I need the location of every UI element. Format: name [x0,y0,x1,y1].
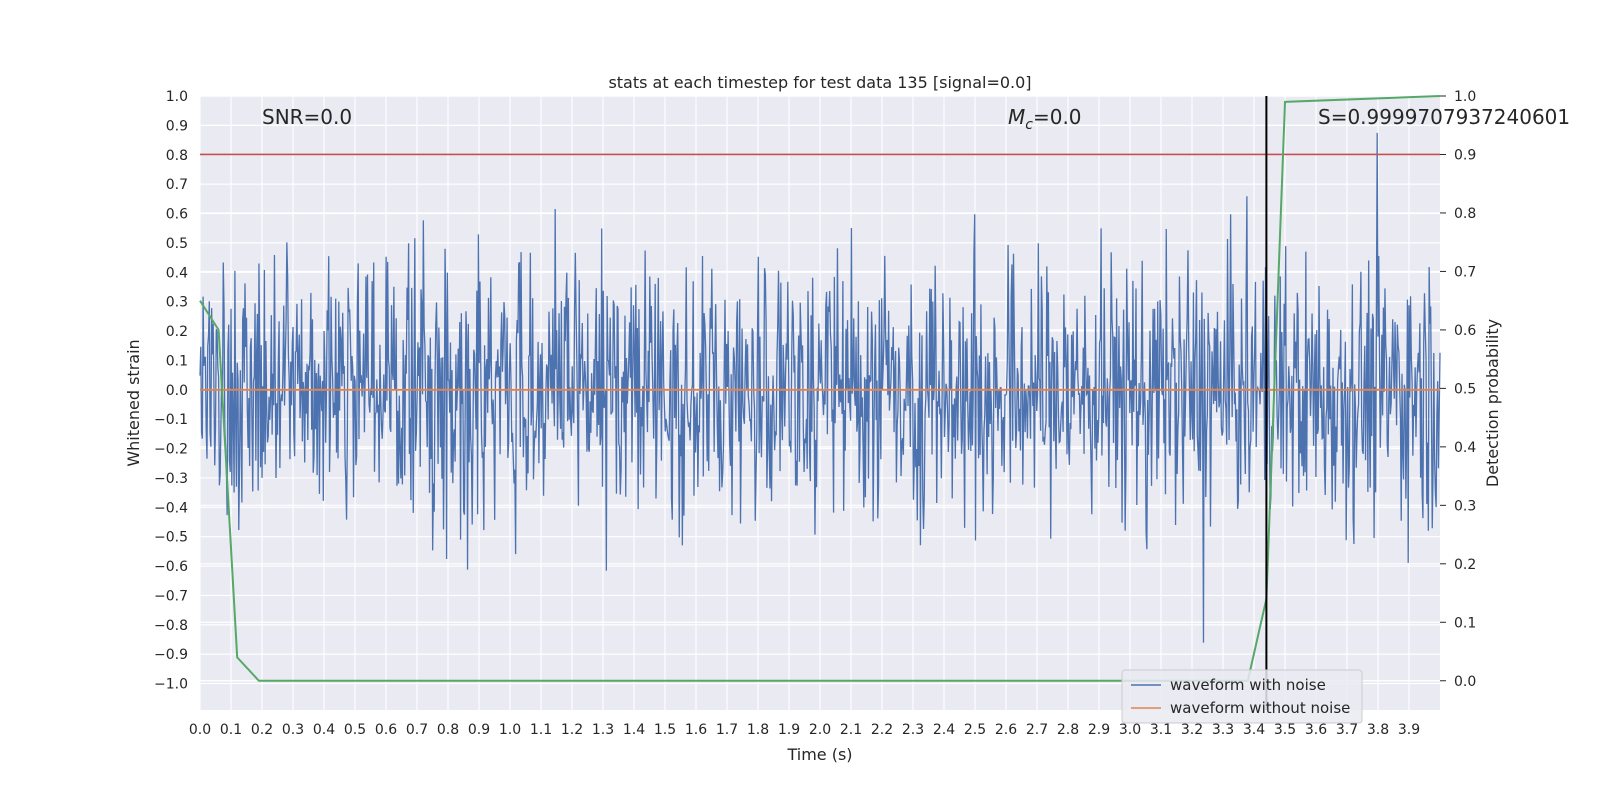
mc-value: =0.0 [1033,105,1082,129]
y-tick-label-left: 0.6 [166,207,188,223]
axes: 0.0 0.1 0.2 0.3 0.4 0.5 0.6 0.7 0.8 0.9 1.0 1.1 1.2 1… [154,89,1476,738]
x-tick-label: 1.4 [623,722,645,738]
y-tick-label-left: −0.6 [154,559,188,575]
y-tick-label-right: 0.1 [1454,615,1476,631]
x-tick-label: 0.9 [468,722,490,738]
y-tick-label-left: −0.2 [154,442,188,458]
legend-label-clean: waveform without noise [1170,699,1350,717]
y-tick-label-left: 0.4 [166,265,188,281]
series-waveform-with-noise [199,132,1441,643]
x-tick-label: 1.8 [747,722,769,738]
y-tick-label-left: 0.5 [166,236,188,252]
x-tick-label: 3.0 [1119,722,1141,738]
x-tick-label: 1.5 [654,722,676,738]
x-tick-label: 2.7 [1026,722,1048,738]
y-axis-label-right: Detection probability [1483,319,1502,487]
legend-box [1121,669,1363,724]
x-tick-label: 2.4 [933,722,955,738]
x-tick-label: 3.9 [1398,722,1420,738]
legend: waveform with noise waveform without noi… [1121,669,1363,724]
y-tick-label-left: 0.3 [166,295,188,311]
x-tick-label: 1.9 [778,722,800,738]
x-tick-label: 1.0 [499,722,521,738]
y-tick-label-left: 0.2 [166,324,188,340]
x-tick-label: 2.2 [871,722,893,738]
y-tick-label-right: 0.2 [1454,557,1476,573]
series-detection-probability [199,95,1441,682]
x-tick-label: 0.6 [375,722,397,738]
y-tick-label-right: 0.7 [1454,264,1476,280]
x-tick-label: 2.6 [995,722,1017,738]
y-tick-label-left: 0.9 [166,118,188,134]
y-tick-label-left: 0.7 [166,177,188,193]
y-tick-label-left: 1.0 [166,89,188,105]
y-tick-label-left: −0.3 [154,471,188,487]
y-tick-label-left: −0.4 [154,500,188,516]
x-tick-label: 3.1 [1150,722,1172,738]
y-tick-label-left: −1.0 [154,677,188,693]
y-tick-label-right: 0.6 [1454,323,1476,339]
x-tick-label: 0.5 [344,722,366,738]
y-axis-label-left: Whitened strain [124,339,143,466]
x-tick-label: 0.3 [282,722,304,738]
x-tick-label: 2.5 [964,722,986,738]
mc-subscript: c [1025,117,1033,133]
x-tick-label: 0.8 [437,722,459,738]
x-tick-label: 0.2 [251,722,273,738]
x-tick-label: 3.3 [1212,722,1234,738]
x-tick-label: 1.2 [561,722,583,738]
x-tick-label: 2.3 [902,722,924,738]
y-tick-label-left: −0.8 [154,618,188,634]
x-tick-label: 3.6 [1305,722,1327,738]
x-tick-label: 0.4 [313,722,335,738]
y-tick-label-left: 0.8 [166,148,188,164]
x-axis-label: Time (s) [786,745,852,764]
chart-title: stats at each timestep for test data 135… [608,73,1031,92]
y-tick-label-left: −0.1 [154,412,188,428]
x-tick-label: 3.4 [1243,722,1265,738]
snr-annotation: SNR=0.0 [262,105,352,129]
y-tick-label-right: 0.0 [1454,674,1476,690]
y-tick-label-right: 1.0 [1454,89,1476,105]
data-lines [199,95,1441,710]
y-tick-label-left: −0.7 [154,588,188,604]
x-tick-label: 0.7 [406,722,428,738]
x-tick-label: 2.0 [809,722,831,738]
y-tick-label-right: 0.8 [1454,206,1476,222]
y-tick-label-left: 0.0 [166,383,188,399]
x-tick-label: 2.8 [1057,722,1079,738]
x-tick-label: 0.1 [220,722,242,738]
y-tick-label-left: 0.1 [166,353,188,369]
y-tick-label-right: 0.4 [1454,440,1476,456]
legend-label-noise: waveform with noise [1170,676,1326,694]
x-tick-label: 1.7 [716,722,738,738]
mc-annotation: Mc=0.0 [1008,105,1082,133]
x-tick-label: 2.1 [840,722,862,738]
y-tick-label-right: 0.5 [1454,381,1476,397]
x-tick-label: 3.5 [1274,722,1296,738]
x-tick-label: 3.7 [1336,722,1358,738]
x-tick-label: 1.3 [592,722,614,738]
y-tick-label-left: −0.9 [154,647,188,663]
x-tick-label: 3.8 [1367,722,1389,738]
y-tick-label-right: 0.9 [1454,147,1476,163]
y-tick-label-right: 0.3 [1454,498,1476,514]
x-tick-label: 3.2 [1181,722,1203,738]
x-tick-label: 0.0 [189,722,211,738]
s-annotation: S=0.9999707937240601 [1318,105,1570,129]
x-tick-label: 1.1 [530,722,552,738]
x-tick-label: 2.9 [1088,722,1110,738]
y-tick-label-left: −0.5 [154,530,188,546]
mc-symbol: M [1008,105,1025,129]
x-tick-label: 1.6 [685,722,707,738]
